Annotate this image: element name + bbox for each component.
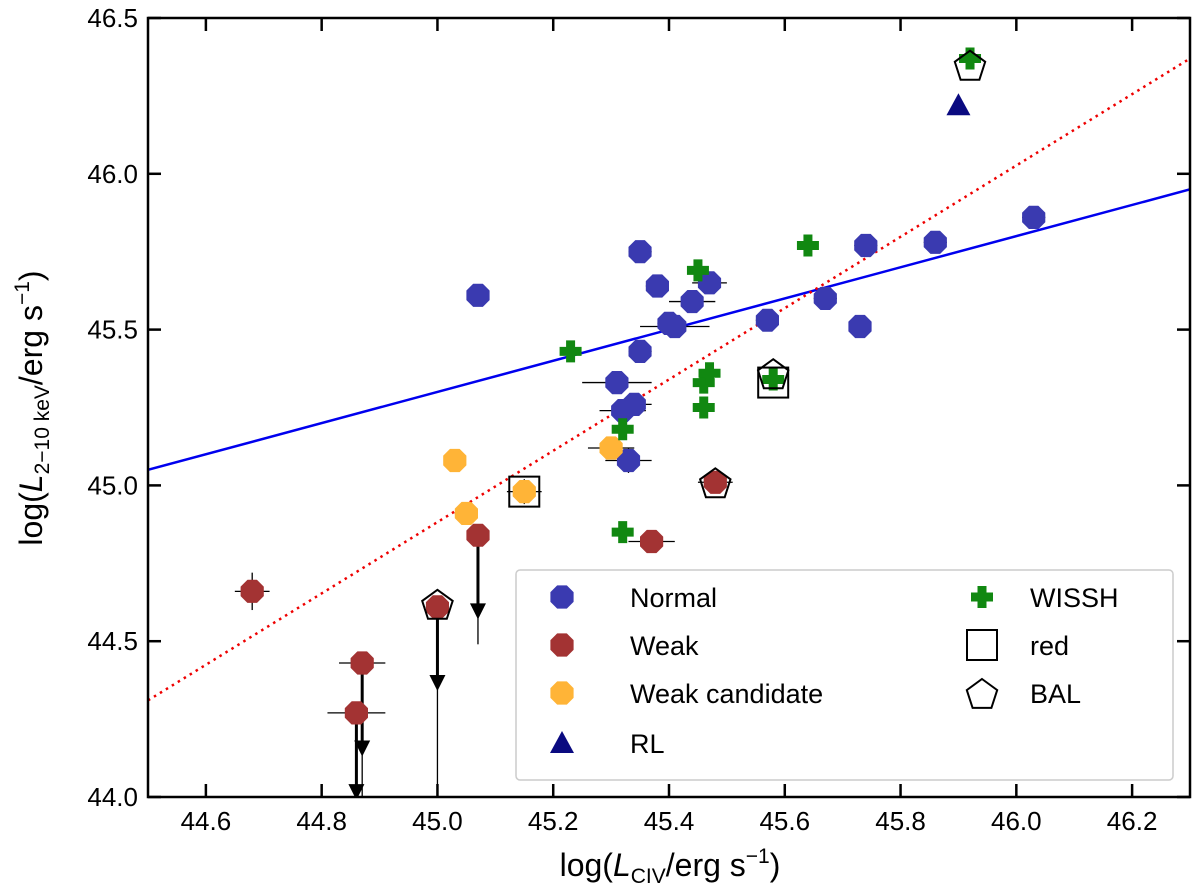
point-normal-12 — [755, 308, 779, 332]
legend-marker-red — [966, 629, 998, 661]
legend-label-normal: Normal — [630, 583, 717, 613]
point-wissh-3 — [686, 259, 709, 282]
x-tick-label-6: 45.8 — [875, 806, 926, 836]
point-normal-0 — [466, 283, 490, 307]
legend-marker-weak-candidate — [550, 681, 574, 705]
data-points — [240, 47, 1046, 725]
point-wissh-5 — [692, 396, 715, 419]
point-bal-0 — [421, 588, 454, 620]
point-bal-2 — [756, 357, 790, 390]
x-tick-label-8: 46.2 — [1107, 806, 1158, 836]
y-tick-label-3: 45.5 — [87, 315, 138, 345]
x-axis-title: log(LCIV/erg s−1) — [560, 845, 781, 888]
limit-arrowhead-0 — [348, 784, 365, 797]
relation-line — [148, 57, 1190, 702]
point-normal-2 — [645, 274, 669, 298]
x-tick-label-7: 46.0 — [991, 806, 1042, 836]
legend-marker-wissh — [971, 586, 993, 608]
legend-label-weak: Weak — [630, 631, 699, 661]
plot-frame — [146, 16, 1192, 799]
point-red-1 — [757, 366, 790, 399]
point-normal-5 — [680, 290, 704, 314]
x-tick-label-0: 44.6 — [181, 806, 232, 836]
point-weak-1 — [344, 701, 368, 725]
point-bal-1 — [698, 467, 732, 499]
x-tick-label-2: 45.0 — [412, 806, 463, 836]
point-normal-7 — [628, 339, 652, 363]
point-weak-0 — [240, 579, 264, 603]
legend-label-bal: BAL — [1030, 679, 1081, 709]
point-wissh-0 — [559, 340, 582, 363]
x-tick-label-1: 44.8 — [296, 806, 347, 836]
y-tick-label-5: 46.5 — [87, 3, 138, 33]
point-weak-3 — [425, 595, 449, 619]
legend-label-wissh: WISSH — [1030, 583, 1119, 613]
limit-arrowhead-2 — [429, 675, 446, 692]
limit-arrowhead-1 — [354, 740, 371, 757]
point-weak-2 — [350, 651, 374, 675]
axis-ticks: 44.6 44.8 45.0 45.2 45.4 45.6 45.8 46.0 46.2 44.0… — [87, 3, 1190, 836]
x-tick-label-5: 45.6 — [759, 806, 810, 836]
legend-marker-weak — [550, 633, 574, 657]
point-weak-candidate-0 — [443, 448, 467, 473]
point-normal-17 — [1022, 205, 1046, 229]
point-weak-candidate-1 — [454, 501, 478, 525]
point-normal-13 — [813, 286, 837, 310]
point-normal-1 — [628, 240, 652, 264]
legend-marker-bal — [965, 677, 999, 709]
x-tick-label-4: 45.4 — [644, 806, 695, 836]
y-axis-title: log(L2−10 keV/erg s−1) — [11, 270, 54, 545]
point-wissh-9 — [959, 47, 982, 70]
point-wissh-2 — [611, 521, 634, 544]
point-wissh-1 — [611, 418, 634, 441]
point-normal-8 — [605, 371, 629, 395]
point-weak-4 — [466, 523, 490, 547]
point-normal-10 — [622, 392, 646, 416]
legend: Normal Weak Weak candidate RL WISSH red BAL — [515, 569, 1174, 781]
limit-arrowhead-3 — [469, 603, 486, 620]
legend-marker-rl — [550, 731, 574, 753]
legend-box — [515, 569, 1174, 781]
point-normal-14 — [848, 314, 872, 339]
point-normal-4 — [663, 314, 687, 339]
point-wissh-7 — [762, 368, 785, 391]
legend-marker-normal — [550, 585, 574, 609]
point-wissh-4 — [692, 371, 715, 394]
point-weak-candidate-3 — [599, 436, 623, 460]
point-wissh-6 — [698, 362, 721, 385]
point-wissh-8 — [796, 234, 819, 257]
legend-label-rl: RL — [630, 729, 665, 759]
y-tick-label-0: 44.0 — [87, 782, 138, 812]
legend-label-weak-candidate: Weak candidate — [630, 679, 823, 709]
point-red-0 — [508, 475, 541, 508]
y-tick-label-2: 45.0 — [87, 470, 138, 500]
point-normal-16 — [923, 230, 947, 254]
point-rl-0 — [946, 93, 971, 116]
point-bal-3 — [953, 49, 987, 81]
point-weak-candidate-2 — [512, 480, 536, 504]
legend-label-red: red — [1030, 631, 1069, 661]
y-tick-label-1: 44.5 — [87, 626, 138, 656]
y-tick-label-4: 46.0 — [87, 159, 138, 189]
point-normal-15 — [854, 233, 878, 258]
x-tick-label-3: 45.2 — [528, 806, 579, 836]
point-weak-5 — [640, 529, 664, 554]
